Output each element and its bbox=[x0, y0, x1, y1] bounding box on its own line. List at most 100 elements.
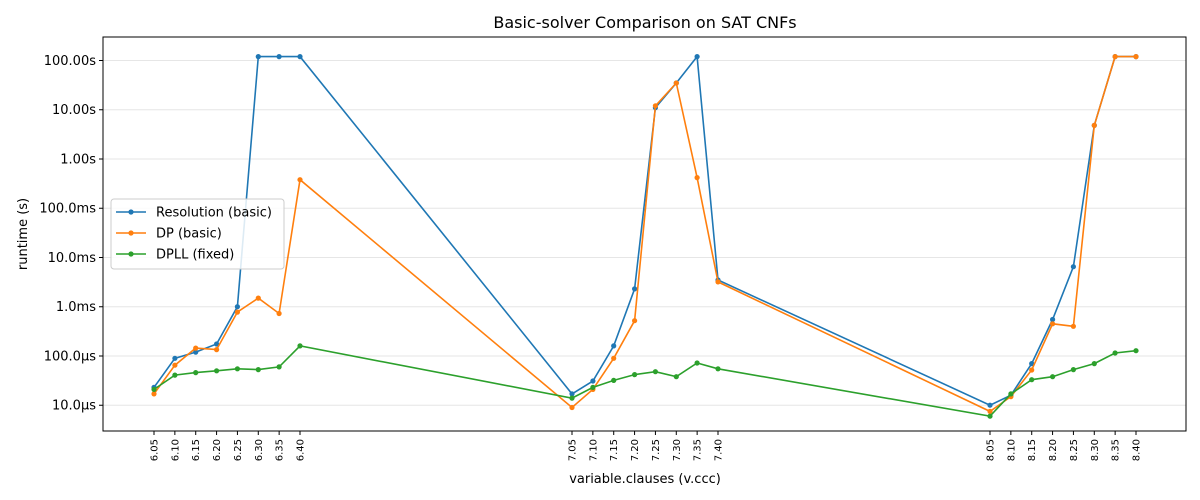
data-point bbox=[632, 372, 638, 378]
data-point bbox=[569, 404, 575, 411]
data-point bbox=[172, 372, 178, 378]
x-axis-label: variable.clauses (v.ccc) bbox=[569, 472, 721, 487]
data-point bbox=[694, 175, 700, 181]
x-tick-label: 6.30 bbox=[254, 439, 265, 461]
x-tick-label: 8.10 bbox=[1006, 439, 1017, 461]
data-point bbox=[632, 318, 638, 324]
data-point bbox=[276, 54, 282, 60]
x-tick-label: 8.35 bbox=[1111, 439, 1122, 461]
data-point bbox=[1112, 350, 1118, 356]
y-tick-label: 100.0µs bbox=[44, 349, 96, 364]
data-point bbox=[234, 366, 240, 372]
x-tick-label: 7.05 bbox=[568, 439, 579, 461]
legend: Resolution (basic) DP (basic) DPLL (fixed) bbox=[110, 198, 285, 270]
data-point bbox=[987, 408, 993, 414]
data-point bbox=[255, 367, 261, 373]
y-tick-label: 10.0ms bbox=[48, 251, 97, 266]
data-point bbox=[297, 54, 303, 60]
data-point bbox=[297, 343, 303, 349]
y-tick-label: 10.0µs bbox=[52, 399, 96, 414]
data-point bbox=[1008, 391, 1014, 397]
data-point bbox=[632, 286, 638, 292]
legend-box bbox=[110, 198, 285, 270]
data-point bbox=[276, 310, 282, 317]
x-tick-label: 7.30 bbox=[672, 439, 683, 461]
data-point bbox=[590, 384, 596, 390]
data-point bbox=[193, 370, 199, 376]
data-point bbox=[1091, 361, 1097, 367]
y-tick-label: 1.0ms bbox=[56, 300, 96, 315]
x-tick-label: 6.20 bbox=[212, 439, 223, 461]
series-0 bbox=[151, 54, 1139, 408]
chart-title: Basic-solver Comparison on SAT CNFs bbox=[493, 13, 796, 32]
data-point bbox=[569, 391, 575, 397]
y-axis-label: runtime (s) bbox=[16, 198, 31, 270]
data-point bbox=[1070, 367, 1076, 373]
data-point bbox=[151, 386, 157, 392]
x-tick-label: 6.15 bbox=[191, 439, 202, 461]
data-point bbox=[1133, 54, 1139, 60]
data-point bbox=[234, 309, 240, 315]
x-tick-label: 7.25 bbox=[651, 439, 662, 461]
legend-item: DP (basic) bbox=[116, 227, 222, 242]
x-tick-label: 7.10 bbox=[588, 439, 599, 461]
data-point bbox=[673, 80, 679, 86]
legend-swatch-marker bbox=[128, 230, 134, 236]
data-point bbox=[276, 364, 282, 370]
series-line bbox=[153, 345, 1137, 418]
y-tick-label: 100.00s bbox=[44, 54, 96, 69]
legend-swatch-marker bbox=[128, 251, 134, 257]
plot-area-frame bbox=[102, 36, 1187, 432]
data-point bbox=[1112, 54, 1118, 60]
data-point bbox=[1070, 264, 1076, 270]
x-tick-label: 6.05 bbox=[150, 439, 161, 461]
x-tick-label: 7.40 bbox=[714, 439, 725, 461]
data-point bbox=[193, 349, 199, 355]
data-point bbox=[214, 341, 220, 347]
data-point bbox=[1050, 374, 1056, 380]
x-tick-label: 7.20 bbox=[630, 439, 641, 461]
x-tick-label: 6.40 bbox=[296, 439, 307, 461]
data-point bbox=[652, 103, 659, 109]
x-axis-ticks: 6.05 6.10 6.15 6.20 6.25 6.30 6.35 6.40 7.05 7.10… bbox=[150, 431, 1143, 461]
data-point bbox=[214, 347, 220, 353]
x-tick-label: 6.25 bbox=[233, 439, 244, 461]
data-point bbox=[715, 366, 721, 372]
data-point bbox=[1070, 323, 1076, 329]
data-point bbox=[1050, 321, 1056, 327]
data-point bbox=[151, 391, 157, 397]
legend-label: Resolution (basic) bbox=[156, 206, 272, 221]
x-tick-label: 8.05 bbox=[986, 439, 997, 461]
data-point bbox=[1133, 348, 1139, 354]
legend-item: Resolution (basic) bbox=[116, 206, 272, 221]
x-tick-label: 7.15 bbox=[609, 439, 620, 461]
y-tick-label: 100.0ms bbox=[39, 202, 96, 217]
y-tick-label: 10.00s bbox=[52, 103, 96, 118]
x-tick-label: 6.35 bbox=[275, 439, 286, 461]
data-point bbox=[172, 362, 178, 368]
data-point bbox=[569, 395, 575, 401]
data-point bbox=[255, 295, 261, 301]
x-tick-label: 8.15 bbox=[1027, 439, 1038, 461]
x-tick-label: 8.25 bbox=[1069, 439, 1080, 461]
data-point bbox=[590, 378, 596, 384]
data-point bbox=[1029, 377, 1035, 383]
series-line bbox=[153, 54, 1136, 407]
legend-label: DP (basic) bbox=[156, 227, 222, 242]
data-point bbox=[987, 413, 993, 419]
data-point bbox=[193, 345, 199, 351]
data-point bbox=[652, 369, 659, 375]
data-point bbox=[172, 355, 178, 361]
legend-item: DPLL (fixed) bbox=[116, 248, 234, 263]
data-point bbox=[255, 54, 261, 60]
y-axis-ticks: 10.0µs 100.0µs 1.0ms 10.0ms 100.0ms 1.00s 10.0… bbox=[39, 54, 103, 414]
x-tick-label: 6.10 bbox=[170, 439, 181, 461]
data-point bbox=[715, 279, 721, 285]
x-tick-label: 8.20 bbox=[1048, 439, 1059, 461]
series-1 bbox=[151, 54, 1139, 414]
x-tick-label: 8.30 bbox=[1090, 439, 1101, 461]
data-point bbox=[611, 355, 617, 361]
x-tick-label: 8.40 bbox=[1132, 439, 1143, 461]
data-point bbox=[673, 374, 679, 380]
